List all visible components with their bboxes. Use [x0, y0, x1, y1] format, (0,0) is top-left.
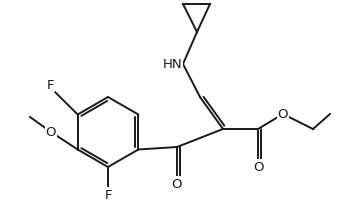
- Text: O: O: [253, 160, 263, 173]
- Text: O: O: [278, 108, 288, 121]
- Text: F: F: [46, 79, 54, 91]
- Text: HN: HN: [162, 58, 182, 71]
- Text: O: O: [46, 126, 56, 139]
- Text: F: F: [104, 188, 112, 201]
- Text: O: O: [172, 177, 182, 190]
